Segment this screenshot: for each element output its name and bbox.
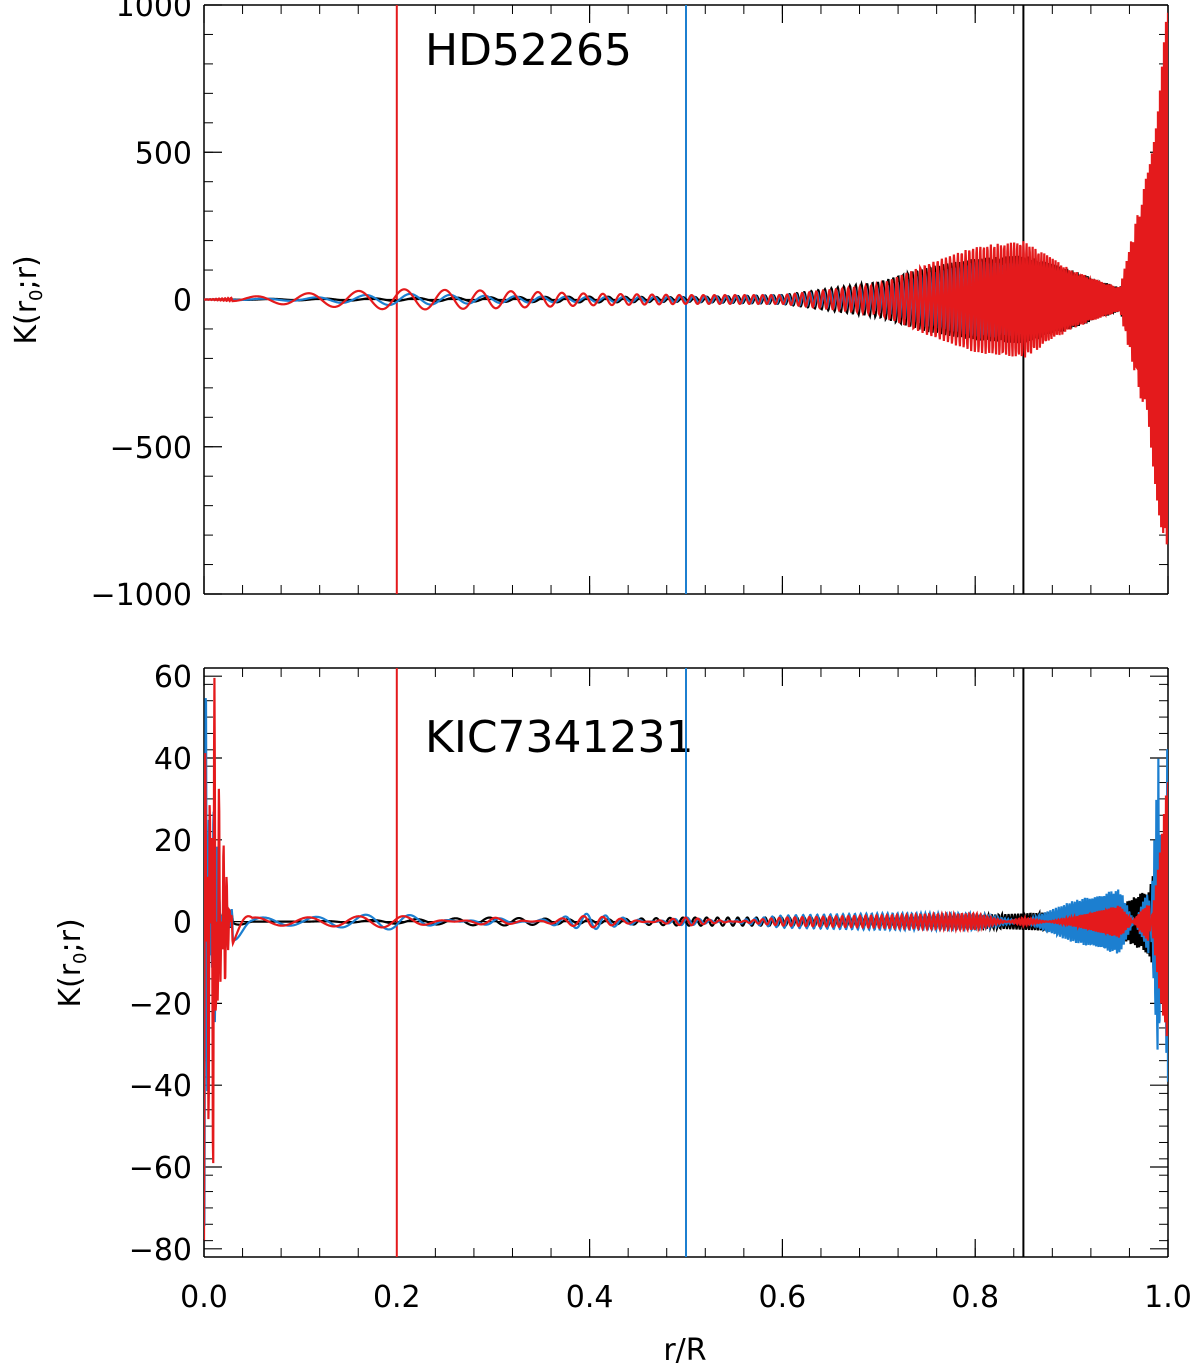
y-tick-label: 0 — [173, 906, 192, 941]
series-line-0 — [204, 836, 1168, 1019]
x-tick-label: 0.4 — [566, 1280, 614, 1315]
x-axis-label: r/R — [663, 1333, 706, 1368]
series-group — [204, 12, 1168, 545]
x-tick-label: 0.0 — [180, 1280, 228, 1315]
y-tick-label: −80 — [129, 1233, 192, 1268]
y-tick-label: 0 — [173, 284, 192, 319]
y-tick-label: 40 — [154, 742, 192, 777]
y-tick-label: 500 — [135, 136, 192, 171]
y-axis-label-top: K(r0;r) — [9, 255, 47, 344]
x-tick-label: 0.2 — [373, 1280, 421, 1315]
panel-title-kic7341231: KIC7341231 — [425, 712, 694, 763]
y-axis-label-bottom: K(r0;r) — [53, 918, 91, 1007]
y-tick-label: 20 — [154, 824, 192, 859]
x-tick-label: 0.8 — [951, 1280, 999, 1315]
chart-panel-kic7341231: KIC7341231 K(r0;r) r/R −80 −60 −40 −20 0 20 40… — [53, 660, 1192, 1368]
y-tick-label: 1000 — [116, 0, 192, 24]
y-tick-label: −60 — [129, 1151, 192, 1186]
chart-panel-hd52265: HD52265 K(r0;r) −1000 −500 0 500 1000 — [9, 0, 1169, 613]
y-tick-label: −20 — [129, 987, 192, 1022]
y-tick-label: −1000 — [91, 578, 192, 613]
panel-title-hd52265: HD52265 — [425, 25, 632, 76]
y-tick-label: −40 — [129, 1069, 192, 1104]
y-tick-label: −500 — [110, 431, 192, 466]
y-tick-label: 60 — [154, 660, 192, 695]
x-tick-label: 0.6 — [759, 1280, 807, 1315]
series-line-2 — [204, 677, 1168, 1241]
series-group — [204, 677, 1168, 1241]
series-line-2 — [204, 12, 1168, 545]
x-tick-label: 1.0 — [1144, 1280, 1192, 1315]
